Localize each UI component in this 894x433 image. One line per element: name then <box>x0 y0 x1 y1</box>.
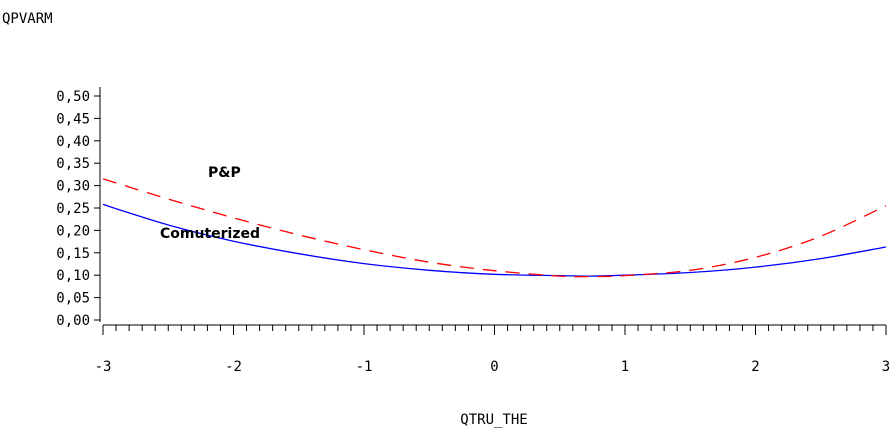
y-tick-label: 0,00 <box>56 313 90 329</box>
annotation-p-and-p: P&P <box>208 165 241 181</box>
series-line-p-and-p <box>102 178 887 278</box>
x-tick-label: 0 <box>490 359 498 375</box>
x-tick-label: -2 <box>225 359 242 375</box>
y-tick-label: 0,25 <box>56 201 90 217</box>
x-tick-label: -1 <box>356 359 373 375</box>
y-tick-label: 0,30 <box>56 179 90 195</box>
x-tick-label: 1 <box>621 359 629 375</box>
y-tick-label: 0,10 <box>56 268 90 284</box>
y-tick-label: 0,35 <box>56 156 90 172</box>
x-tick-label: 3 <box>882 359 890 375</box>
y-tick-label: 0,15 <box>56 246 90 262</box>
series-line-comuterized <box>102 203 887 277</box>
y-tick-label: 0,50 <box>56 89 90 105</box>
y-tick-label: 0,05 <box>56 291 90 307</box>
x-tick-label: 2 <box>751 359 759 375</box>
x-tick-label: -3 <box>95 359 112 375</box>
y-tick-label: 0,20 <box>56 223 90 239</box>
x-axis-title: QTRU_THE <box>460 412 527 428</box>
annotation-comuterized: Comuterized <box>160 226 260 242</box>
y-tick-label: 0,40 <box>56 134 90 150</box>
y-axis-title: QPVARM <box>2 11 53 27</box>
y-tick-label: 0,45 <box>56 111 90 127</box>
annotation-layer: P&P Comuterized <box>160 165 260 242</box>
series-layer <box>102 178 887 278</box>
axes: 0,00 0,05 0,10 0,15 0,20 0,25 0,30 0,35 0,40 0,45… <box>56 87 890 375</box>
